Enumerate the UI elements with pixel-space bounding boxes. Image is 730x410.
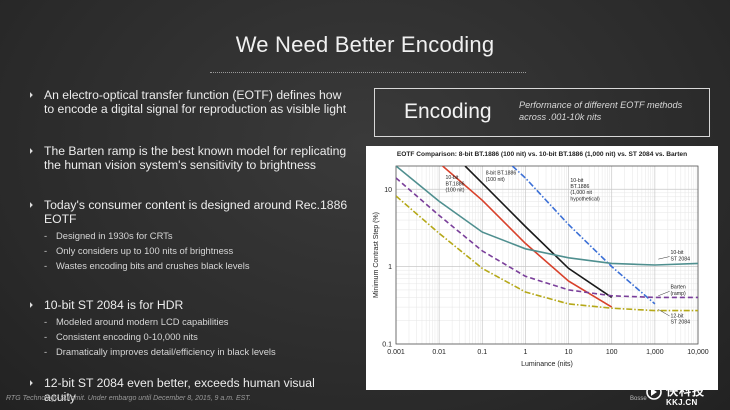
y-tick-label: 0.1: [382, 342, 392, 349]
series-line: [396, 177, 698, 299]
series-label: BT.1886: [445, 181, 464, 187]
x-tick-label: 0.001: [387, 349, 405, 356]
sub-item: Dramatically improves detail/efficiency …: [44, 344, 344, 359]
x-tick-label: 0.1: [477, 349, 487, 356]
series-label: ST 2084: [670, 320, 690, 326]
sub-list: Designed in 1930s for CRTs Only consider…: [44, 228, 344, 273]
bullet-marker-icon: [27, 380, 33, 386]
sub-item: Designed in 1930s for CRTs: [44, 228, 344, 243]
label-leader: [658, 256, 670, 260]
panel-title: Encoding: [404, 100, 492, 123]
bullet-marker-icon: [27, 148, 33, 154]
label-leader: [658, 309, 670, 317]
x-tick-label: 100: [606, 349, 618, 356]
watermark-url: KKJ.CN: [666, 398, 698, 407]
x-tick-label: 0.01: [432, 349, 446, 356]
series-label: (ramp): [670, 291, 686, 297]
series-line: [511, 166, 656, 305]
series-label: (100 nit): [445, 188, 464, 194]
plot-frame: [395, 165, 699, 345]
watermark-small: Bosse: [630, 396, 647, 402]
series-label: 10-bit: [670, 250, 684, 256]
series-label: hypothetical): [570, 196, 600, 202]
bullet-marker-icon: [27, 92, 33, 98]
footer-note: RTG Technology Summit. Under embargo unt…: [6, 395, 251, 402]
series-label: 10-bit: [445, 175, 459, 181]
brand-logo-icon: [646, 384, 662, 400]
x-tick-label: 10: [565, 349, 573, 356]
y-tick-label: 10: [384, 187, 392, 194]
series-line: [396, 195, 698, 312]
title-divider: [210, 72, 526, 73]
series-label: Barten: [670, 285, 685, 291]
bullet-text: Today's consumer content is designed aro…: [44, 198, 348, 226]
series-line: [442, 166, 613, 308]
chart-title: EOTF Comparison: 8-bit BT.1886 (100 nit)…: [397, 151, 687, 158]
sub-item: Consistent encoding 0-10,000 nits: [44, 329, 344, 344]
bullet-text: An electro-optical transfer function (EO…: [44, 88, 347, 116]
sub-item: Only considers up to 100 nits of brightn…: [44, 243, 344, 258]
x-tick-label: 10,000: [687, 349, 709, 356]
bullet-text: The Barten ramp is the best known model …: [44, 144, 347, 172]
series-label: 10-bit: [570, 178, 584, 184]
slide-title: We Need Better Encoding: [235, 32, 495, 57]
watermark-name: 快科技: [666, 384, 706, 398]
series-line: [396, 166, 698, 266]
series-label: ST 2084: [670, 256, 690, 262]
series-label: 12-bit: [670, 314, 684, 320]
eotf-chart: EOTF Comparison: 8-bit BT.1886 (100 nit)…: [366, 146, 718, 390]
series-label: (100 nit): [486, 177, 505, 183]
x-axis-label: Luminance (nits): [521, 361, 573, 368]
encoding-panel: [374, 88, 710, 137]
series-label: 8-bit BT.1886: [486, 171, 517, 177]
x-tick-label: 1: [523, 349, 527, 356]
y-axis-label: Minimum Contrast Step (%): [373, 212, 380, 298]
bullet-marker-icon: [27, 302, 33, 308]
sub-list: Modeled around modern LCD capabilities C…: [44, 314, 344, 359]
x-tick-label: 1,000: [646, 349, 664, 356]
series-label: (1,000 nit: [570, 190, 592, 196]
series-line: [464, 166, 613, 299]
panel-subtitle: Performance of different EOTF methods ac…: [519, 100, 683, 122]
label-leader: [658, 291, 670, 297]
bullet-text: 10-bit ST 2084 is for HDR: [44, 298, 184, 312]
bullet-marker-icon: [27, 202, 33, 208]
sub-item: Modeled around modern LCD capabilities: [44, 314, 344, 329]
chart-svg: EOTF Comparison: 8-bit BT.1886 (100 nit)…: [373, 151, 709, 368]
bullet-text: 12-bit ST 2084 even better, exceeds huma…: [44, 376, 315, 404]
series-label: BT.1886: [570, 184, 589, 190]
sub-item: Wastes encoding bits and crushes black l…: [44, 258, 344, 273]
y-tick-label: 1: [388, 264, 392, 271]
